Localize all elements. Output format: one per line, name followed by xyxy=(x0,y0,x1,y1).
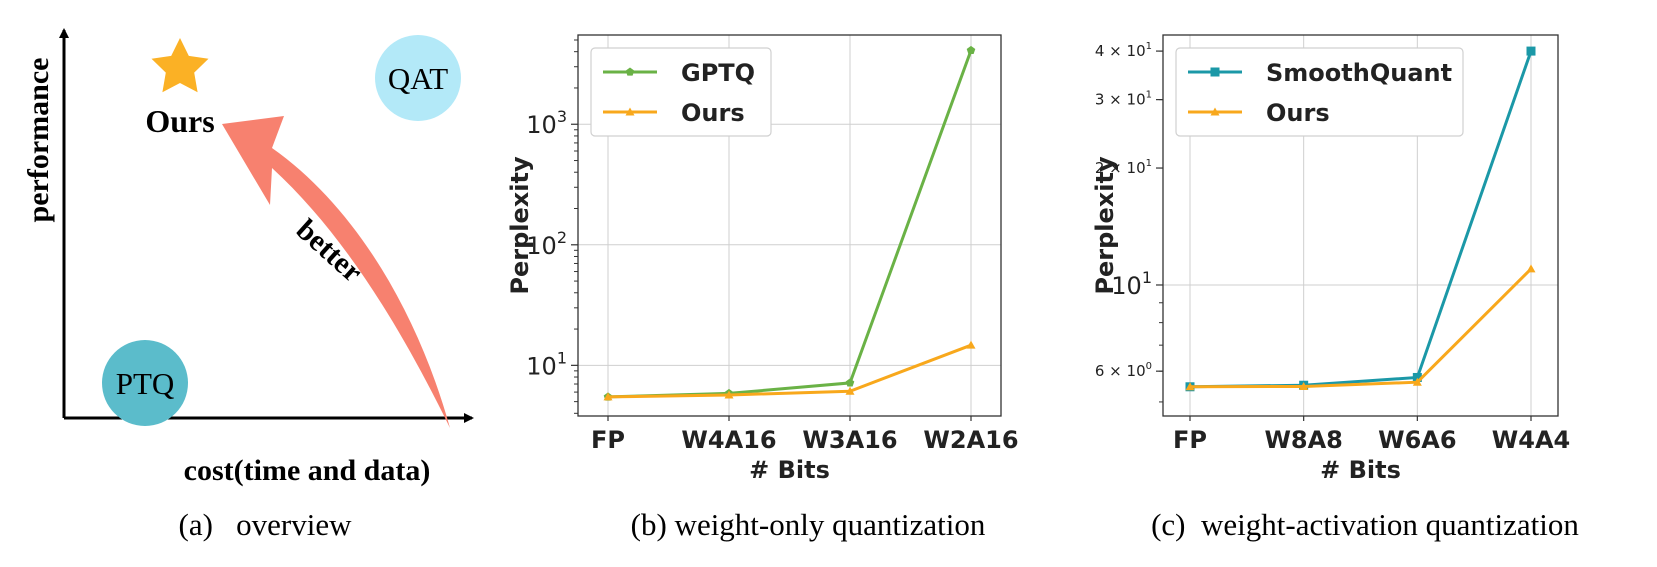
y-tick-label: 3 × 101 xyxy=(1095,90,1152,109)
x-tick-label: FP xyxy=(591,426,625,454)
weight-only-chart: 101 102 103 FP W4A16 W3A16 W2A16 # Bits Perplexi… xyxy=(506,34,1019,484)
data-point xyxy=(603,392,613,401)
x-tick-label: W2A16 xyxy=(923,426,1018,454)
data-point xyxy=(1185,382,1195,391)
y-tick-label: 101 xyxy=(526,348,567,380)
y-tick-label: 102 xyxy=(526,228,567,260)
ptq-circle xyxy=(102,340,188,426)
overview-panel: performance cost(time and data) better O… xyxy=(22,28,474,487)
x-tick-label: W8A8 xyxy=(1264,426,1342,454)
data-point xyxy=(1412,377,1422,386)
y-tick-label: 2 × 101 xyxy=(1095,158,1152,177)
plot-frame xyxy=(577,34,1002,417)
y-tick-label: 4 × 101 xyxy=(1095,41,1152,60)
caption-c: (c) weight-activation quantization xyxy=(1151,507,1579,542)
weight-activation-chart: 6 × 100 101 2 × 101 3 × 101 4 × 101 FP W8A8 W6A… xyxy=(1091,34,1570,484)
x-tick-label: FP xyxy=(1173,426,1207,454)
ours-label: Ours xyxy=(145,103,214,139)
legend-label: Ours xyxy=(1266,99,1330,127)
y-axis-label: Perplexity xyxy=(506,156,534,295)
x-axis-label: # Bits xyxy=(749,456,830,484)
data-point xyxy=(1526,264,1536,273)
data-point xyxy=(1526,46,1536,56)
series-line xyxy=(1189,267,1533,389)
plot-frame xyxy=(1162,34,1559,417)
x-tick-label: W4A4 xyxy=(1492,426,1570,454)
y-tick-label: 101 xyxy=(1111,268,1152,300)
y-tick-label: 6 × 100 xyxy=(1095,361,1152,380)
legend-marker xyxy=(1210,107,1220,116)
data-point xyxy=(966,45,976,54)
legend-box xyxy=(1175,47,1464,137)
overview-x-label: cost(time and data) xyxy=(184,454,431,487)
caption-a: (a) overview xyxy=(179,507,353,542)
legend-marker xyxy=(625,67,635,76)
caption-b: (b) weight-only quantization xyxy=(631,507,986,542)
ptq-label: PTQ xyxy=(116,366,175,401)
data-point xyxy=(966,340,976,349)
legend-label: GPTQ xyxy=(681,59,755,87)
data-point xyxy=(1412,372,1422,382)
legend-label: Ours xyxy=(681,99,745,127)
data-point xyxy=(724,390,734,399)
qat-circle xyxy=(375,35,461,121)
star-icon xyxy=(151,38,209,93)
x-tick-label: W6A6 xyxy=(1378,426,1456,454)
legend-label: SmoothQuant xyxy=(1266,59,1452,87)
x-axis-label: # Bits xyxy=(1320,456,1401,484)
data-point xyxy=(845,386,855,395)
legend-marker xyxy=(625,107,635,116)
x-tick-label: W4A16 xyxy=(681,426,776,454)
curved-arrow-icon xyxy=(222,116,450,428)
legend-marker xyxy=(1210,67,1220,77)
legend-box xyxy=(590,47,772,137)
series-line xyxy=(607,343,972,399)
y-axis-label: Perplexity xyxy=(1091,156,1119,295)
qat-label: QAT xyxy=(388,61,448,96)
data-point xyxy=(845,378,855,387)
y-tick-label: 103 xyxy=(526,107,567,139)
x-tick-label: W3A16 xyxy=(802,426,897,454)
data-point xyxy=(1299,381,1309,390)
overview-y-label: performance xyxy=(22,58,55,223)
